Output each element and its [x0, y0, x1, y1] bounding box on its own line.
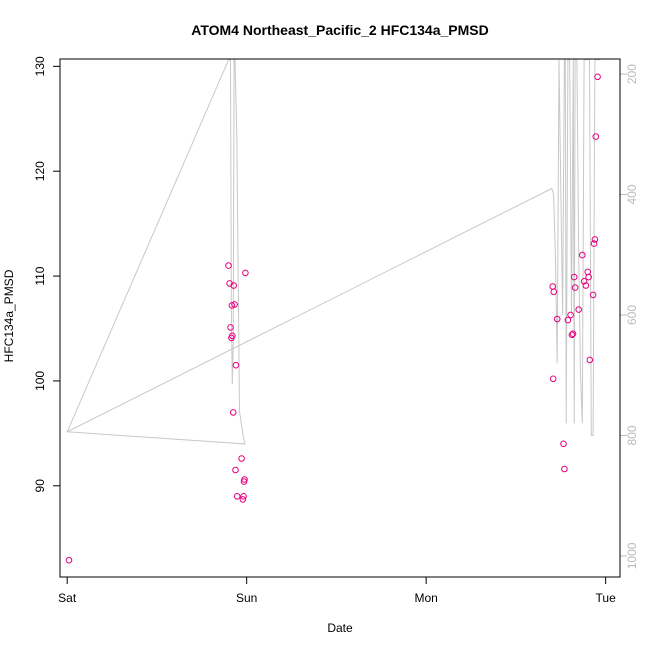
data-point — [242, 269, 249, 277]
y-tick-label: 130 — [33, 56, 47, 76]
data-point — [553, 315, 561, 323]
data-point — [229, 332, 236, 340]
y-tick-label: 100 — [33, 371, 47, 391]
data-point — [567, 311, 574, 319]
data-point — [230, 282, 237, 289]
data-point — [231, 301, 238, 308]
data-point — [568, 331, 576, 339]
data-point — [589, 291, 597, 299]
data-point — [232, 466, 239, 474]
y-tick-label: 120 — [33, 161, 47, 181]
data-point — [569, 330, 577, 338]
y2-tick-label: 200 — [625, 64, 639, 84]
data-point — [240, 493, 247, 500]
data-point — [571, 284, 579, 291]
data-point — [229, 409, 237, 416]
data-point — [594, 73, 601, 81]
data-point — [592, 133, 600, 140]
data-point — [241, 476, 248, 483]
x-tick-label: Tue — [596, 591, 617, 605]
x-tick-label: Sat — [58, 591, 77, 605]
data-point — [225, 262, 232, 269]
data-point — [233, 493, 241, 500]
y-tick-label: 110 — [33, 266, 47, 285]
y2-tick-label: 800 — [625, 425, 639, 445]
x-axis-label: Date — [327, 621, 353, 635]
altitude-line-layer — [65, 59, 601, 445]
altitude-line — [65, 59, 601, 445]
data-point — [590, 240, 598, 247]
y2-tick-label: 400 — [625, 184, 639, 204]
point-layer — [65, 73, 601, 564]
chart-title: ATOM4 Northeast_Pacific_2 HFC134a_PMSD — [191, 22, 488, 38]
data-point — [564, 316, 572, 324]
data-point — [561, 465, 568, 473]
data-point — [549, 283, 557, 290]
axes: Sat Sun Mon Tue 90 100 110 120 130 200 400 600 800 10… — [33, 56, 639, 605]
data-point — [65, 556, 73, 564]
data-point — [580, 278, 588, 285]
y-tick-label: 90 — [33, 479, 47, 493]
data-point — [579, 251, 586, 259]
data-point — [586, 356, 594, 364]
data-point — [239, 496, 247, 503]
x-tick-label: Sun — [236, 591, 257, 605]
data-point — [585, 273, 592, 281]
data-point — [575, 306, 583, 313]
data-point — [227, 324, 234, 331]
data-point — [570, 273, 578, 281]
y2-tick-label: 600 — [625, 305, 639, 325]
data-point — [582, 282, 590, 289]
y2-tick-label: 1000 — [625, 542, 639, 569]
data-point — [550, 288, 558, 296]
data-point — [584, 268, 592, 276]
plot-frame — [59, 58, 621, 578]
data-point — [238, 455, 245, 462]
data-point — [232, 361, 240, 369]
x-tick-label: Mon — [414, 591, 437, 605]
data-point — [549, 375, 557, 383]
data-point — [591, 236, 599, 243]
y-axis-label: HFC134a_PMSD — [2, 269, 16, 362]
data-point — [560, 440, 567, 448]
